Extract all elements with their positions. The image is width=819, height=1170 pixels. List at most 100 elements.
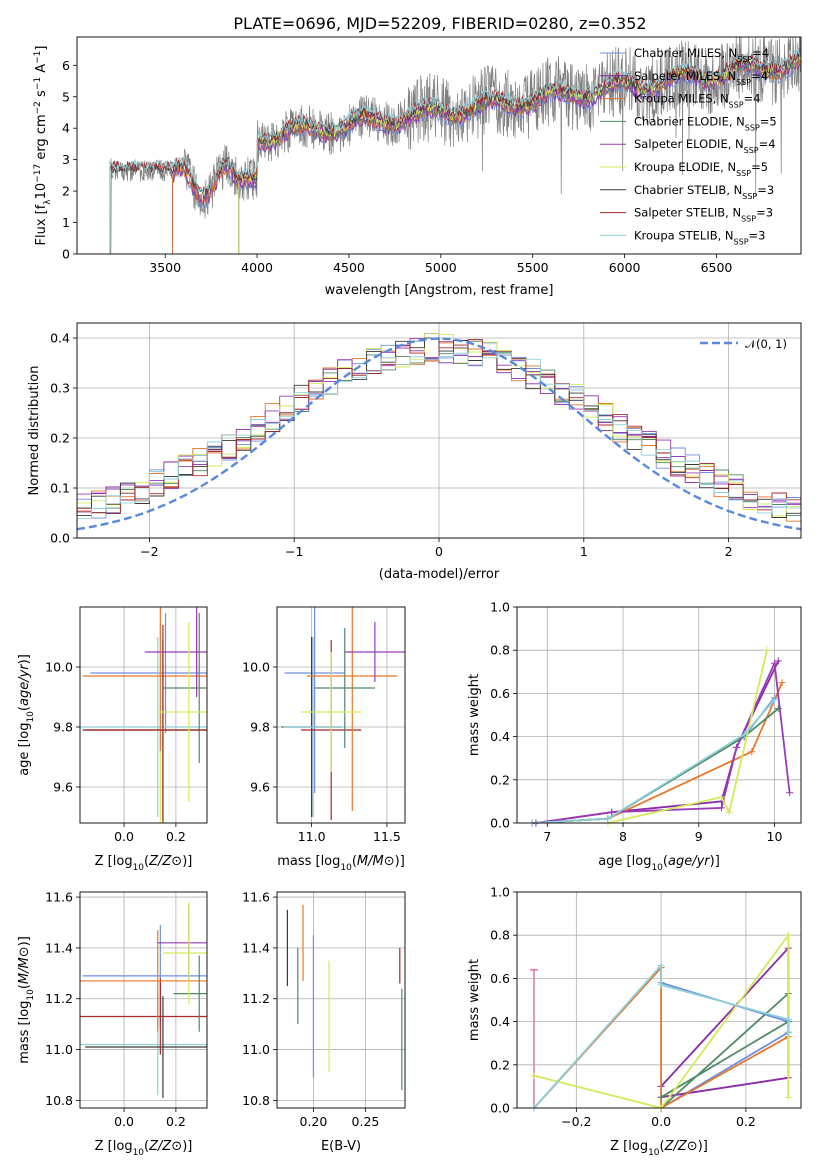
x-tick-label: 1 <box>580 544 588 559</box>
y-tick-label: 0.0 <box>490 816 510 831</box>
y-tick-label: 0.2 <box>490 772 510 787</box>
x-tick-label: −0.2 <box>561 1114 591 1129</box>
y-tick-label: 0.6 <box>490 971 510 986</box>
y-tick-label: 0.4 <box>490 729 510 744</box>
y-tick-label: 10.0 <box>242 660 270 675</box>
weight-marker <box>725 808 733 816</box>
legend-entry: Kroupa MILES, NSSP=4 <box>634 92 760 110</box>
x-tick-label: 3500 <box>149 260 181 275</box>
errorbars <box>80 607 207 823</box>
histogram-step <box>77 351 801 520</box>
y-tick-label: 0.4 <box>490 1014 510 1029</box>
weight-marker <box>770 696 778 704</box>
histogram-step <box>77 337 801 519</box>
y-tick-label: 11.6 <box>242 890 270 905</box>
x-tick-label: 0.0 <box>651 1114 671 1129</box>
panel-massweight-vs-age: 7 8 9 10 0.0 0.2 0.4 0.6 0.8 1.0 age [log10(age/yr… <box>467 600 802 873</box>
x-tick-label: 5000 <box>425 260 457 275</box>
x-tick-label: 5500 <box>517 260 549 275</box>
y-tick-label: 11.2 <box>45 991 73 1006</box>
legend-entry: Chabrier MILES, NSSP=4 <box>634 46 769 64</box>
histogram-step <box>77 333 801 521</box>
y-tick-label: 3 <box>62 152 70 167</box>
y-axis-label: Normed distribution <box>27 366 42 496</box>
x-tick-label: 11.5 <box>373 829 401 844</box>
axes-frame <box>516 606 802 824</box>
x-tick-label: 10 <box>767 829 783 844</box>
histogram-step <box>77 339 801 524</box>
y-tick-label: 0.4 <box>50 331 70 346</box>
weight-marker <box>604 815 612 823</box>
x-tick-label: 6500 <box>701 260 733 275</box>
figure-title: PLATE=0696, MJD=52209, FIBERID=0280, z=0… <box>233 14 646 33</box>
x-axis-label: mass [log10(M/M⊙)] <box>277 854 405 873</box>
axes-frame <box>76 36 802 255</box>
legend-entry: Chabrier ELODIE, NSSP=5 <box>634 114 777 131</box>
x-axis-label: age [log10(age/yr)] <box>598 854 720 873</box>
x-tick-label: 0.2 <box>736 1114 756 1129</box>
x-tick-label: 4000 <box>241 260 273 275</box>
weight-line <box>532 707 779 824</box>
errorbars <box>80 902 207 1098</box>
x-axis-label: wavelength [Angstrom, rest frame] <box>325 283 554 298</box>
y-tick-label: 0.2 <box>490 1057 510 1072</box>
y-tick-label: 0.6 <box>490 686 510 701</box>
x-tick-label: 0.2 <box>166 829 186 844</box>
axes-frame <box>79 606 208 824</box>
x-axis-label: (data-model)/error <box>379 567 500 582</box>
y-axis-label: age [log10(age/yr)] <box>17 654 36 776</box>
axes-frame <box>516 891 802 1109</box>
x-tick-label: −2 <box>140 544 158 559</box>
axes-frame <box>276 891 406 1109</box>
weight-line <box>532 697 776 824</box>
y-tick-label: 6 <box>62 58 70 73</box>
x-tick-label: 0.0 <box>114 1114 134 1129</box>
panel-spectrum: 3500 4000 4500 5000 5500 6000 6500 0 1 2 3 4 5 6 wavel… <box>33 36 802 298</box>
x-tick-label: 0.25 <box>352 1114 380 1129</box>
x-tick-label: 0.0 <box>114 829 134 844</box>
panel-massweight-vs-Z: −0.2 0.0 0.2 0.0 0.2 0.4 0.6 0.8 1.0 Z [log10(Z/Z… <box>467 885 802 1158</box>
weight-line <box>535 659 791 824</box>
x-tick-label: 2 <box>725 544 733 559</box>
y-tick-label: 10.0 <box>45 660 73 675</box>
y-tick-label: 9.6 <box>53 780 73 795</box>
y-tick-label: 5 <box>62 89 70 104</box>
legend-entry: Kroupa ELODIE, NSSP=5 <box>634 160 768 178</box>
weight-marker <box>657 981 665 989</box>
weight-line <box>660 991 790 1109</box>
legend: Chabrier MILES, NSSP=4 Salpeter MILES, NS… <box>600 46 777 246</box>
legend-entry: Salpeter STELIB, NSSP=3 <box>634 206 773 224</box>
y-tick-label: 11.4 <box>45 940 73 955</box>
errorbars <box>286 904 403 1091</box>
y-tick-label: 0.2 <box>50 431 70 446</box>
y-tick-label: 1.0 <box>490 600 510 615</box>
x-axis-label: Z [log10(Z/Z⊙)] <box>610 1139 708 1158</box>
legend-entry: Salpeter ELODIE, NSSP=4 <box>634 137 776 155</box>
weight-marker <box>784 1028 792 1036</box>
y-tick-label: 1 <box>62 215 70 230</box>
y-tick-label: 0.8 <box>490 928 510 943</box>
legend-normal-label: 𝒩(0, 1) <box>745 337 787 351</box>
panel-residuals: −2 −1 0 1 2 0.0 0.1 0.2 0.3 0.4 (data-model)/error… <box>27 322 802 582</box>
model-line <box>109 47 801 254</box>
axes-frame <box>79 891 208 1109</box>
x-tick-label: 6000 <box>609 260 641 275</box>
panel-mass-vs-EBV: 0.20 0.25 10.8 11.0 11.2 11.4 11.6 E(B-V) <box>242 890 406 1154</box>
y-tick-label: 0.3 <box>50 381 70 396</box>
y-tick-label: 9.6 <box>250 780 270 795</box>
y-tick-label: 10.8 <box>242 1093 270 1108</box>
x-tick-label: 7 <box>543 829 551 844</box>
weight-marker <box>657 1093 665 1101</box>
weight-marker <box>748 748 756 756</box>
y-tick-label: 11.6 <box>45 890 73 905</box>
weight-marker <box>784 1015 792 1023</box>
weight-marker <box>784 1093 792 1101</box>
x-tick-label: 8 <box>619 829 627 844</box>
weight-marker <box>530 1072 538 1080</box>
weight-marker <box>778 679 786 687</box>
y-tick-label: 1.0 <box>490 885 510 900</box>
axes-frame <box>76 322 802 539</box>
y-tick-label: 11.0 <box>242 1042 270 1057</box>
x-tick-label: −1 <box>285 544 303 559</box>
y-tick-label: 0.0 <box>490 1101 510 1116</box>
